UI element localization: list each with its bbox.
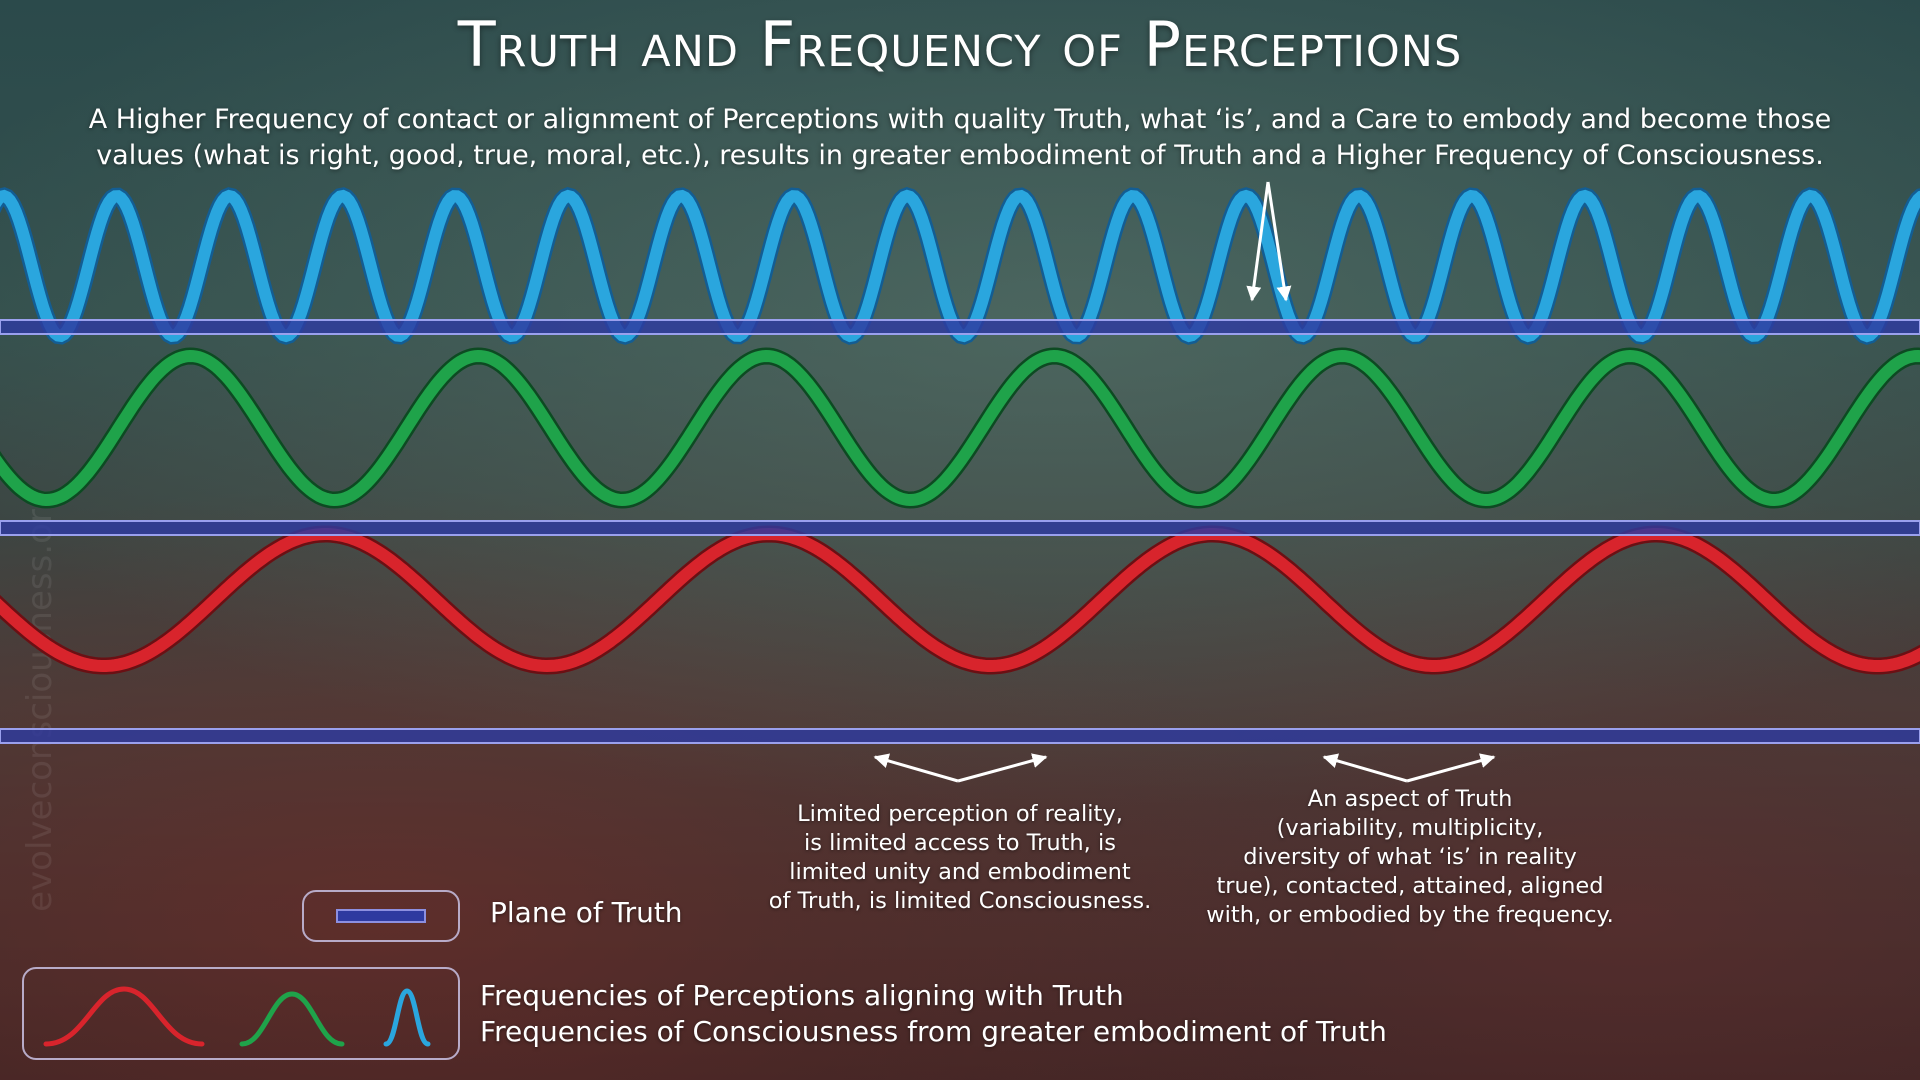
red-wave-icon bbox=[43, 986, 205, 1047]
page-title: Truth and Frequency of Perceptions bbox=[457, 8, 1463, 81]
plane-swatch bbox=[336, 909, 426, 923]
legend-frequencies-box bbox=[22, 967, 460, 1060]
pointer-arrow-limited-right bbox=[957, 753, 1048, 783]
pointer-arrow-blue-1 bbox=[1246, 181, 1270, 302]
plane-of-truth-band-2 bbox=[0, 520, 1920, 536]
annotation-line: Limited perception of reality, bbox=[797, 801, 1123, 827]
plane-of-truth-band-3 bbox=[0, 728, 1920, 744]
legend-frequencies-line-2: Frequencies of Consciousness from greate… bbox=[480, 1015, 1387, 1048]
annotation-line: (variability, multiplicity, bbox=[1276, 815, 1544, 841]
annotation-line: limited unity and embodiment bbox=[789, 859, 1131, 885]
plane-layer bbox=[0, 319, 1920, 744]
legend-frequencies-line-1: Frequencies of Perceptions aligning with… bbox=[480, 979, 1124, 1012]
plane-of-truth-band-1 bbox=[0, 319, 1920, 335]
blue-wave bbox=[0, 189, 1920, 343]
subtitle: A Higher Frequency of contact or alignme… bbox=[20, 102, 1900, 174]
subtitle-line-1: A Higher Frequency of contact or alignme… bbox=[88, 104, 1832, 135]
green-wave bbox=[0, 349, 1920, 507]
pointer-arrow-aspect-right bbox=[1406, 753, 1496, 783]
green-wave-shadow bbox=[0, 347, 1920, 509]
blue-wave-icon bbox=[383, 988, 431, 1047]
annotation-line: is limited access to Truth, is bbox=[804, 830, 1116, 856]
annotation-line: with, or embodied by the frequency. bbox=[1206, 902, 1614, 928]
legend-plane-label: Plane of Truth bbox=[490, 896, 683, 929]
annotation-line: true), contacted, attained, aligned bbox=[1216, 873, 1604, 899]
pointer-arrow-blue-2 bbox=[1266, 181, 1292, 302]
pointer-arrow-aspect-left bbox=[1322, 753, 1408, 783]
annotation-line: diversity of what ‘is’ in reality bbox=[1243, 844, 1577, 870]
arrow-layer bbox=[873, 181, 1496, 783]
annotation-line: of Truth, is limited Consciousness. bbox=[768, 888, 1152, 914]
subtitle-line-2: values (what is right, good, true, moral… bbox=[96, 140, 1824, 171]
annotation-aspect-of-truth: An aspect of Truth (variability, multipl… bbox=[1180, 785, 1640, 930]
legend-wave-icons bbox=[43, 986, 431, 1047]
annotation-limited-perception: Limited perception of reality, is limite… bbox=[750, 800, 1170, 916]
legend-plane-of-truth-box bbox=[302, 890, 460, 942]
red-wave bbox=[0, 527, 1920, 673]
red-wave-shadow bbox=[0, 525, 1920, 675]
pointer-arrow-limited-left bbox=[873, 753, 959, 783]
wave-layer bbox=[0, 187, 1920, 675]
green-wave-icon bbox=[239, 991, 345, 1047]
annotation-line: An aspect of Truth bbox=[1307, 786, 1513, 812]
